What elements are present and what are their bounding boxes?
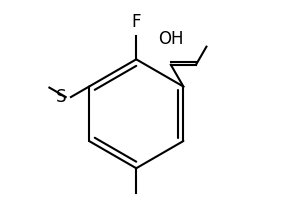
Text: F: F [132, 13, 141, 31]
Text: OH: OH [158, 30, 184, 48]
Text: S: S [56, 88, 67, 106]
